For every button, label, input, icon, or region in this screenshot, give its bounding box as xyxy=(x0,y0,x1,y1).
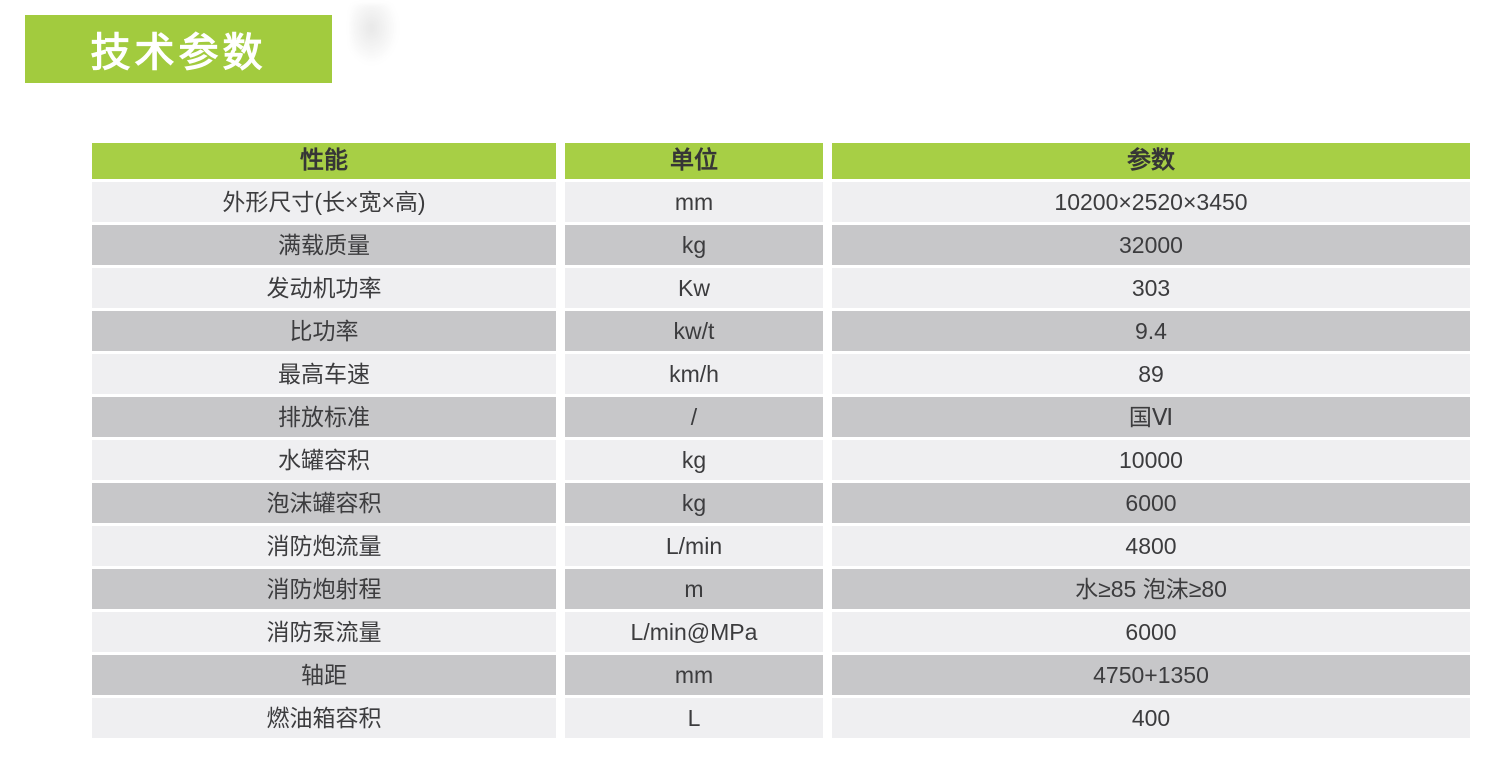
table-cell-name: 排放标准 xyxy=(92,397,556,437)
table-row: 排放标准 / 国Ⅵ xyxy=(92,397,1470,437)
table-cell-value: 10000 xyxy=(832,440,1470,480)
column-header-parameter: 参数 xyxy=(832,143,1470,179)
table-cell-unit: L xyxy=(565,698,823,738)
table-cell-unit: kg xyxy=(565,483,823,523)
table-cell-unit: Kw xyxy=(565,268,823,308)
table-cell-value: 32000 xyxy=(832,225,1470,265)
table-cell-unit: / xyxy=(565,397,823,437)
page-title: 技术参数 xyxy=(25,15,332,83)
column-header-unit: 单位 xyxy=(565,143,823,179)
table-row: 消防炮射程 m 水≥85 泡沫≥80 xyxy=(92,569,1470,609)
table-row: 消防炮流量 L/min 4800 xyxy=(92,526,1470,566)
table-cell-unit: L/min xyxy=(565,526,823,566)
table-cell-value: 6000 xyxy=(832,483,1470,523)
table-row: 消防泵流量 L/min@MPa 6000 xyxy=(92,612,1470,652)
table-cell-unit: L/min@MPa xyxy=(565,612,823,652)
table-cell-value: 10200×2520×3450 xyxy=(832,182,1470,222)
table-cell-name: 水罐容积 xyxy=(92,440,556,480)
table-cell-name: 比功率 xyxy=(92,311,556,351)
table-row: 满载质量 kg 32000 xyxy=(92,225,1470,265)
table-cell-value: 89 xyxy=(832,354,1470,394)
table-cell-unit: kg xyxy=(565,440,823,480)
table-row: 最高车速 km/h 89 xyxy=(92,354,1470,394)
table-row: 外形尺寸(长×宽×高) mm 10200×2520×3450 xyxy=(92,182,1470,222)
table-cell-name: 消防炮射程 xyxy=(92,569,556,609)
spec-table: 性能 单位 参数 外形尺寸(长×宽×高) mm 10200×2520×3450 满载质… xyxy=(92,143,1470,741)
table-cell-name: 发动机功率 xyxy=(92,268,556,308)
table-row: 比功率 kw/t 9.4 xyxy=(92,311,1470,351)
table-row: 泡沫罐容积 kg 6000 xyxy=(92,483,1470,523)
table-row: 燃油箱容积 L 400 xyxy=(92,698,1470,738)
table-cell-value: 400 xyxy=(832,698,1470,738)
table-cell-value: 6000 xyxy=(832,612,1470,652)
table-cell-value: 4800 xyxy=(832,526,1470,566)
table-cell-value: 水≥85 泡沫≥80 xyxy=(832,569,1470,609)
table-cell-name: 消防泵流量 xyxy=(92,612,556,652)
table-cell-name: 最高车速 xyxy=(92,354,556,394)
table-row: 发动机功率 Kw 303 xyxy=(92,268,1470,308)
table-cell-unit: m xyxy=(565,569,823,609)
table-cell-unit: mm xyxy=(565,182,823,222)
column-header-performance: 性能 xyxy=(92,143,556,179)
table-cell-unit: km/h xyxy=(565,354,823,394)
table-cell-value: 303 xyxy=(832,268,1470,308)
table-cell-name: 轴距 xyxy=(92,655,556,695)
table-cell-unit: kw/t xyxy=(565,311,823,351)
table-cell-value: 9.4 xyxy=(832,311,1470,351)
table-row: 水罐容积 kg 10000 xyxy=(92,440,1470,480)
table-cell-value: 国Ⅵ xyxy=(832,397,1470,437)
page-fold-shadow xyxy=(350,4,398,64)
table-cell-unit: mm xyxy=(565,655,823,695)
table-cell-name: 消防炮流量 xyxy=(92,526,556,566)
table-cell-name: 满载质量 xyxy=(92,225,556,265)
table-cell-name: 外形尺寸(长×宽×高) xyxy=(92,182,556,222)
table-cell-name: 泡沫罐容积 xyxy=(92,483,556,523)
table-header-row: 性能 单位 参数 xyxy=(92,143,1470,179)
table-cell-value: 4750+1350 xyxy=(832,655,1470,695)
table-cell-name: 燃油箱容积 xyxy=(92,698,556,738)
table-cell-unit: kg xyxy=(565,225,823,265)
table-row: 轴距 mm 4750+1350 xyxy=(92,655,1470,695)
spec-table-body: 外形尺寸(长×宽×高) mm 10200×2520×3450 满载质量 kg 32000 发… xyxy=(92,182,1470,738)
